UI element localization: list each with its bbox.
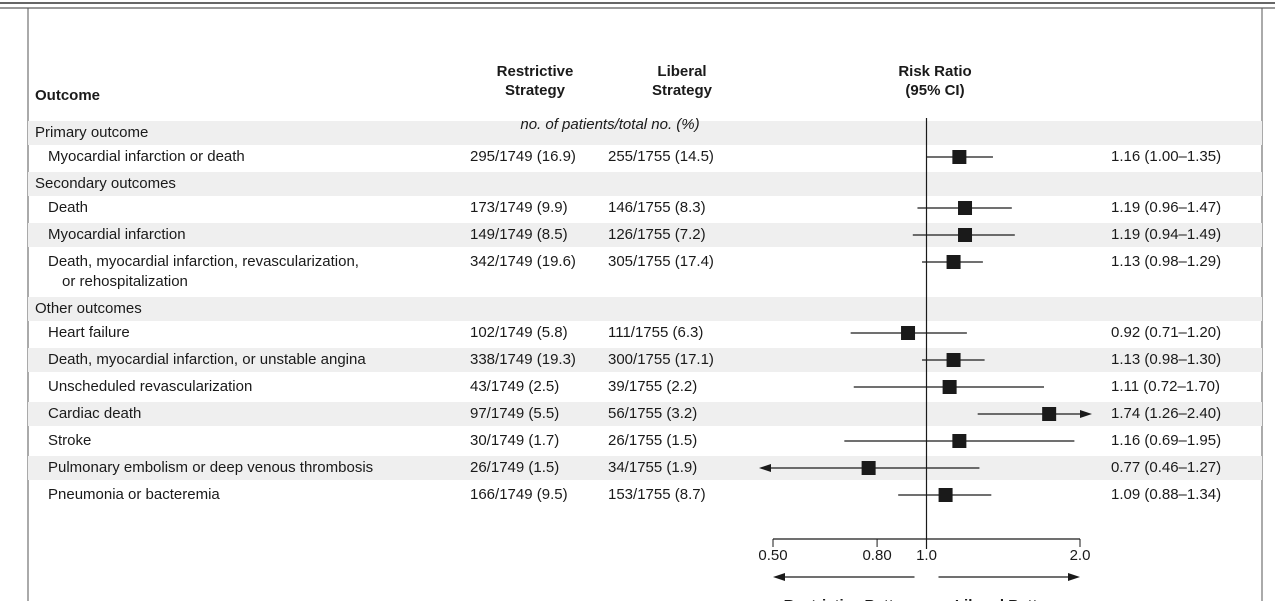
ci-label: 1.16 (0.69–1.95) (1111, 432, 1221, 449)
estimate-marker (938, 488, 953, 502)
count-cell: 255/1755 (14.5) (608, 148, 714, 165)
row-band (28, 456, 1262, 480)
count-cell: 305/1755 (17.4) (608, 253, 714, 270)
estimate-marker (901, 326, 916, 340)
x-tick-label: 1.0 (916, 547, 937, 564)
ci-label: 0.77 (0.46–1.27) (1111, 459, 1221, 476)
group-label: Secondary outcomes (35, 175, 176, 192)
count-cell: 39/1755 (2.2) (608, 378, 697, 395)
count-cell: 102/1749 (5.8) (470, 324, 568, 341)
outcome-label: Death, myocardial infarction, revascular… (48, 253, 359, 270)
count-cell: 97/1749 (5.5) (470, 405, 559, 422)
column-header: Strategy (505, 82, 566, 99)
outcome-label: Myocardial infarction (48, 226, 186, 243)
group-label: Primary outcome (35, 124, 148, 141)
outcome-label: Stroke (48, 432, 91, 449)
column-header: Strategy (652, 82, 713, 99)
outcome-label: Unscheduled revascularization (48, 378, 252, 395)
estimate-marker (958, 228, 973, 242)
count-cell: 26/1749 (1.5) (470, 459, 559, 476)
outcome-label: Pulmonary embolism or deep venous thromb… (48, 459, 373, 476)
outcome-label: Heart failure (48, 324, 130, 341)
estimate-marker (946, 353, 961, 367)
count-cell: 153/1755 (8.7) (608, 486, 706, 503)
count-cell: 149/1749 (8.5) (470, 226, 568, 243)
direction-arrow (1068, 573, 1080, 581)
x-tick-label: 0.80 (862, 547, 891, 564)
estimate-marker (942, 380, 957, 394)
count-cell: 295/1749 (16.9) (470, 148, 576, 165)
column-header: Restrictive (497, 63, 574, 80)
direction-label: Restrictive Better (784, 597, 908, 601)
ci-label: 1.19 (0.94–1.49) (1111, 226, 1221, 243)
estimate-marker (1042, 407, 1057, 421)
column-header: (95% CI) (905, 82, 964, 99)
count-cell: 173/1749 (9.9) (470, 199, 568, 216)
count-cell: 126/1755 (7.2) (608, 226, 706, 243)
outcome-label: or rehospitalization (62, 273, 188, 290)
column-header: Risk Ratio (898, 63, 971, 80)
outcome-label: Cardiac death (48, 405, 141, 422)
count-cell: 300/1755 (17.1) (608, 351, 714, 368)
count-cell: 342/1749 (19.6) (470, 253, 576, 270)
row-band (28, 121, 1262, 145)
x-tick-label: 2.0 (1070, 547, 1091, 564)
estimate-marker (861, 461, 876, 475)
count-cell: 111/1755 (6.3) (608, 324, 703, 341)
estimate-marker (952, 150, 967, 164)
row-band (28, 223, 1262, 247)
ci-label: 1.11 (0.72–1.70) (1111, 378, 1220, 395)
outcome-label: Death (48, 199, 88, 216)
row-band (28, 297, 1262, 321)
count-cell: 338/1749 (19.3) (470, 351, 576, 368)
estimate-marker (958, 201, 973, 215)
count-note: no. of patients/total no. (%) (520, 116, 699, 133)
estimate-marker (946, 255, 961, 269)
ci-label: 1.16 (1.00–1.35) (1111, 148, 1221, 165)
estimate-marker (952, 434, 967, 448)
ci-label: 1.13 (0.98–1.29) (1111, 253, 1221, 270)
row-band (28, 172, 1262, 196)
ci-label: 0.92 (0.71–1.20) (1111, 324, 1221, 341)
outcome-label: Myocardial infarction or death (48, 148, 245, 165)
count-cell: 30/1749 (1.7) (470, 432, 559, 449)
group-label: Other outcomes (35, 300, 142, 317)
outcome-label: Death, myocardial infarction, or unstabl… (48, 351, 366, 368)
ci-arrow (1080, 410, 1092, 418)
outcome-label: Pneumonia or bacteremia (48, 486, 220, 503)
count-cell: 166/1749 (9.5) (470, 486, 568, 503)
x-tick-label: 0.50 (758, 547, 787, 564)
count-cell: 34/1755 (1.9) (608, 459, 697, 476)
ci-arrow (759, 464, 771, 472)
ci-label: 1.09 (0.88–1.34) (1111, 486, 1221, 503)
count-cell: 56/1755 (3.2) (608, 405, 697, 422)
column-header: Outcome (35, 87, 100, 104)
direction-label: Liberal Better (955, 597, 1052, 601)
row-band (28, 348, 1262, 372)
column-header: Liberal (657, 63, 706, 80)
count-cell: 146/1755 (8.3) (608, 199, 706, 216)
count-cell: 43/1749 (2.5) (470, 378, 559, 395)
ci-label: 1.19 (0.96–1.47) (1111, 199, 1221, 216)
ci-label: 1.13 (0.98–1.30) (1111, 351, 1221, 368)
direction-arrow (773, 573, 785, 581)
count-cell: 26/1755 (1.5) (608, 432, 697, 449)
ci-label: 1.74 (1.26–2.40) (1111, 405, 1221, 422)
